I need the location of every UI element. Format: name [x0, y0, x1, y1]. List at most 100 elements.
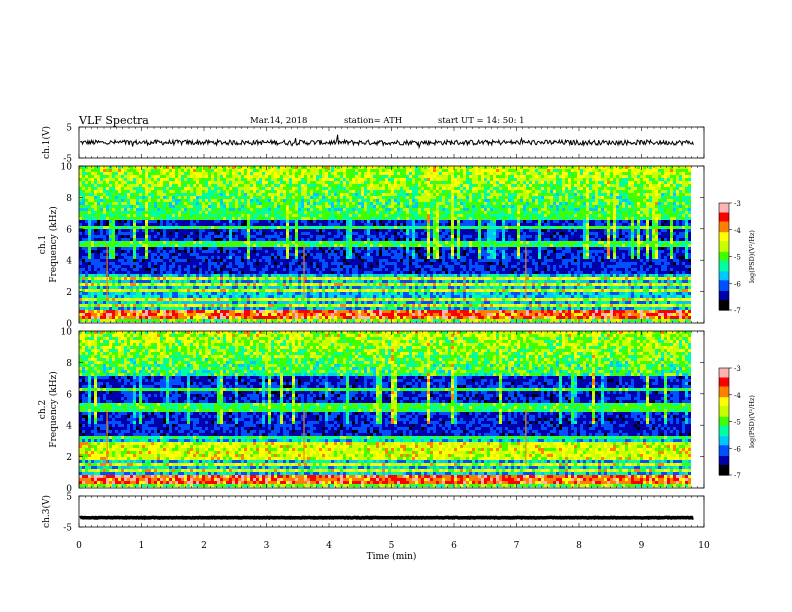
spectrogram-cell: [673, 172, 676, 175]
spectrogram-cell: [244, 205, 247, 208]
spectrogram-cell: [619, 208, 622, 211]
spectrogram-cell: [586, 232, 589, 235]
spectrogram-cell: [169, 178, 172, 181]
spectrogram-cell: [82, 232, 85, 235]
spectrogram-cell: [211, 235, 214, 238]
spectrogram-cell: [229, 193, 232, 196]
spectrogram-cell: [571, 199, 574, 202]
spectrogram-cell: [541, 184, 544, 187]
spectrogram-cell: [193, 229, 196, 232]
spectrogram-cell: [421, 223, 424, 226]
spectrogram-cell: [589, 166, 592, 169]
spectrogram-cell: [448, 193, 451, 196]
spectrogram-cell: [307, 175, 310, 178]
spectrogram-cell: [469, 208, 472, 211]
spectrogram-cell: [466, 220, 469, 223]
spectrogram-cell: [169, 229, 172, 232]
spectrogram-cell: [532, 193, 535, 196]
spectrogram-cell: [598, 190, 601, 193]
spectrogram-cell: [328, 193, 331, 196]
spectrogram-cell: [97, 205, 100, 208]
spectrogram-cell: [370, 229, 373, 232]
spectrogram-cell: [313, 223, 316, 226]
spectrogram-cell: [400, 214, 403, 217]
spectrogram-cell: [682, 193, 685, 196]
spectrogram-cell: [160, 196, 163, 199]
spectrogram-cell: [553, 166, 556, 169]
spectrogram-cell: [229, 220, 232, 223]
spectrogram-cell: [112, 202, 115, 205]
spectrogram-cell: [475, 172, 478, 175]
spectrogram-cell: [265, 184, 268, 187]
spectrogram-cell: [274, 205, 277, 208]
spectrogram-cell: [232, 196, 235, 199]
spectrogram-cell: [253, 232, 256, 235]
spectrogram-cell: [325, 217, 328, 220]
spectrogram-cell: [508, 208, 511, 211]
spectrogram-cell: [646, 178, 649, 181]
spectrogram-cell: [259, 220, 262, 223]
spectrogram-cell: [421, 178, 424, 181]
spectrogram-cell: [529, 166, 532, 169]
spectrogram-cell: [337, 208, 340, 211]
spectrogram-cell: [649, 208, 652, 211]
spectrogram-cell: [211, 199, 214, 202]
y-tick-label: 5: [66, 124, 72, 134]
spectrogram-cell: [328, 169, 331, 172]
spectrogram-cell: [508, 223, 511, 226]
spectrogram-cell: [109, 190, 112, 193]
spectrogram-cell: [463, 175, 466, 178]
spectrogram-cell: [175, 220, 178, 223]
spectrogram-cell: [502, 184, 505, 187]
spectrogram-cell: [187, 208, 190, 211]
spectrogram-cell: [433, 202, 436, 205]
spectrogram-cell: [520, 220, 523, 223]
spectrogram-cell: [538, 226, 541, 229]
spectrogram-cell: [619, 184, 622, 187]
spectrogram-cell: [124, 235, 127, 238]
spectrogram-cell: [544, 199, 547, 202]
spectrogram-cell: [400, 187, 403, 190]
spectrogram-cell: [661, 208, 664, 211]
spectrogram-cell: [625, 214, 628, 217]
spectrogram-cell: [100, 229, 103, 232]
spectrogram-cell: [232, 178, 235, 181]
spectrogram-cell: [532, 166, 535, 169]
spectrogram-cell: [685, 184, 688, 187]
spectrogram-cell: [220, 166, 223, 169]
spectrogram-cell: [97, 211, 100, 214]
spectrogram-cell: [499, 169, 502, 172]
spectrogram-cell: [139, 187, 142, 190]
spectrogram-cell: [475, 202, 478, 205]
spectrogram-cell: [544, 217, 547, 220]
spectrogram-cell: [337, 184, 340, 187]
spectrogram-cell: [256, 226, 259, 229]
spectrogram-cell: [547, 229, 550, 232]
spectrogram-cell: [163, 226, 166, 229]
spectrogram-cell: [493, 196, 496, 199]
spectrogram-cell: [685, 229, 688, 232]
spectrogram-cell: [424, 229, 427, 232]
spectrogram-cell: [256, 205, 259, 208]
spectrogram-cell: [439, 175, 442, 178]
spectrogram-cell: [499, 193, 502, 196]
spectrogram-cell: [589, 196, 592, 199]
spectrogram-cell: [364, 208, 367, 211]
spectrogram-cell: [562, 187, 565, 190]
spectrogram-cell: [622, 217, 625, 220]
spectrogram-cell: [571, 187, 574, 190]
spectrogram-cell: [601, 178, 604, 181]
spectrogram-cell: [493, 184, 496, 187]
spectrogram-cell: [604, 190, 607, 193]
spectrogram-cell: [334, 193, 337, 196]
spectrogram-cell: [445, 196, 448, 199]
spectrogram-cell: [349, 229, 352, 232]
spectrogram-cell: [286, 178, 289, 181]
spectrogram-cell: [220, 232, 223, 235]
spectrogram-cell: [385, 208, 388, 211]
spectrogram-cell: [259, 190, 262, 193]
spectrogram-cell: [634, 178, 637, 181]
spectrogram-cell: [109, 223, 112, 226]
spectrogram-cell: [439, 217, 442, 220]
spectrogram-cell: [493, 166, 496, 169]
